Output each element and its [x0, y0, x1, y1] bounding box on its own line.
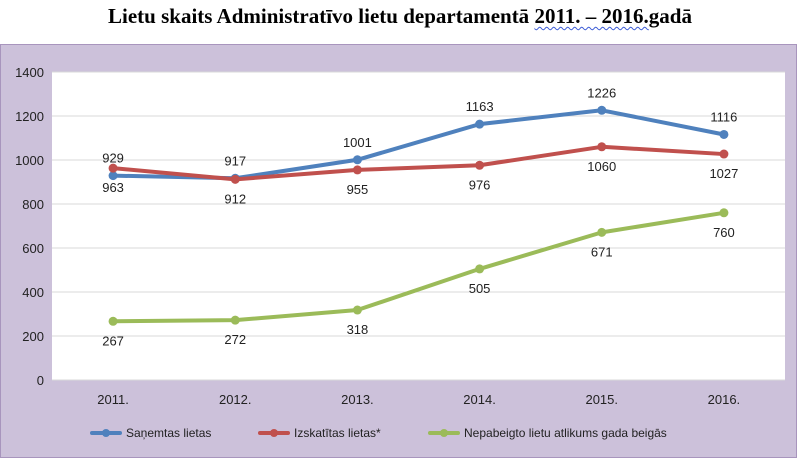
data-point [597, 105, 607, 115]
data-point [597, 142, 607, 152]
data-point [108, 316, 118, 326]
data-label: 1060 [587, 159, 616, 174]
x-tick-label: 2012. [219, 392, 252, 407]
data-label: 963 [102, 180, 124, 195]
x-tick-label: 2015. [585, 392, 618, 407]
data-label: 505 [469, 281, 491, 296]
y-tick-label: 0 [37, 373, 44, 388]
x-tick-label: 2011. [97, 392, 129, 407]
legend-marker [270, 429, 278, 437]
data-point [352, 165, 362, 175]
data-label: 955 [347, 182, 369, 197]
data-point [597, 227, 607, 237]
data-label: 929 [102, 151, 124, 166]
data-label: 912 [224, 191, 246, 206]
y-tick-label: 200 [22, 329, 44, 344]
series-line-3 [111, 210, 726, 324]
data-label: 1001 [343, 135, 372, 150]
data-label: 1163 [466, 99, 494, 114]
y-tick-label: 1200 [15, 109, 44, 124]
data-label: 1226 [587, 85, 616, 100]
legend-marker [102, 429, 110, 437]
data-point [352, 305, 362, 315]
data-point [475, 160, 485, 170]
title-tail: gadā [648, 4, 692, 28]
data-label: 917 [224, 153, 246, 168]
legend-marker [440, 429, 448, 437]
y-tick-label: 1000 [15, 153, 44, 168]
data-label: 671 [591, 244, 613, 259]
data-point [230, 315, 240, 325]
legend-label: Izskatītas lietas* [294, 426, 381, 440]
data-point [352, 155, 362, 165]
y-tick-label: 800 [22, 197, 44, 212]
data-label: 267 [102, 333, 124, 348]
title-main: Lietu skaits Administratīvo lietu depart… [108, 4, 535, 28]
series-line-2 [111, 144, 726, 182]
data-point [230, 174, 240, 184]
y-tick-label: 1400 [15, 65, 44, 80]
x-tick-label: 2014. [463, 392, 496, 407]
y-tick-label: 600 [22, 241, 44, 256]
legend-label: Nepabeigto lietu atlikums gada beigās [464, 426, 667, 440]
data-point [475, 119, 485, 129]
y-tick-label: 400 [22, 285, 44, 300]
data-label: 318 [347, 322, 369, 337]
x-tick-label: 2016. [708, 392, 741, 407]
data-label: 1116 [710, 109, 737, 124]
chart-title: Lietu skaits Administratīvo lietu depart… [0, 4, 800, 29]
title-years: 2011. – 2016. [534, 4, 649, 28]
legend-label: Saņemtas lietas [126, 426, 211, 440]
data-point [719, 129, 729, 139]
plot-area [52, 72, 785, 380]
data-point [108, 171, 118, 181]
data-point [475, 264, 485, 274]
data-label: 272 [224, 332, 246, 347]
data-label: 976 [469, 177, 491, 192]
data-label: 760 [713, 225, 735, 240]
data-point [108, 163, 118, 173]
data-label: 1027 [709, 166, 738, 181]
x-tick-label: 2013. [341, 392, 374, 407]
data-point [719, 208, 729, 218]
data-point [719, 149, 729, 159]
